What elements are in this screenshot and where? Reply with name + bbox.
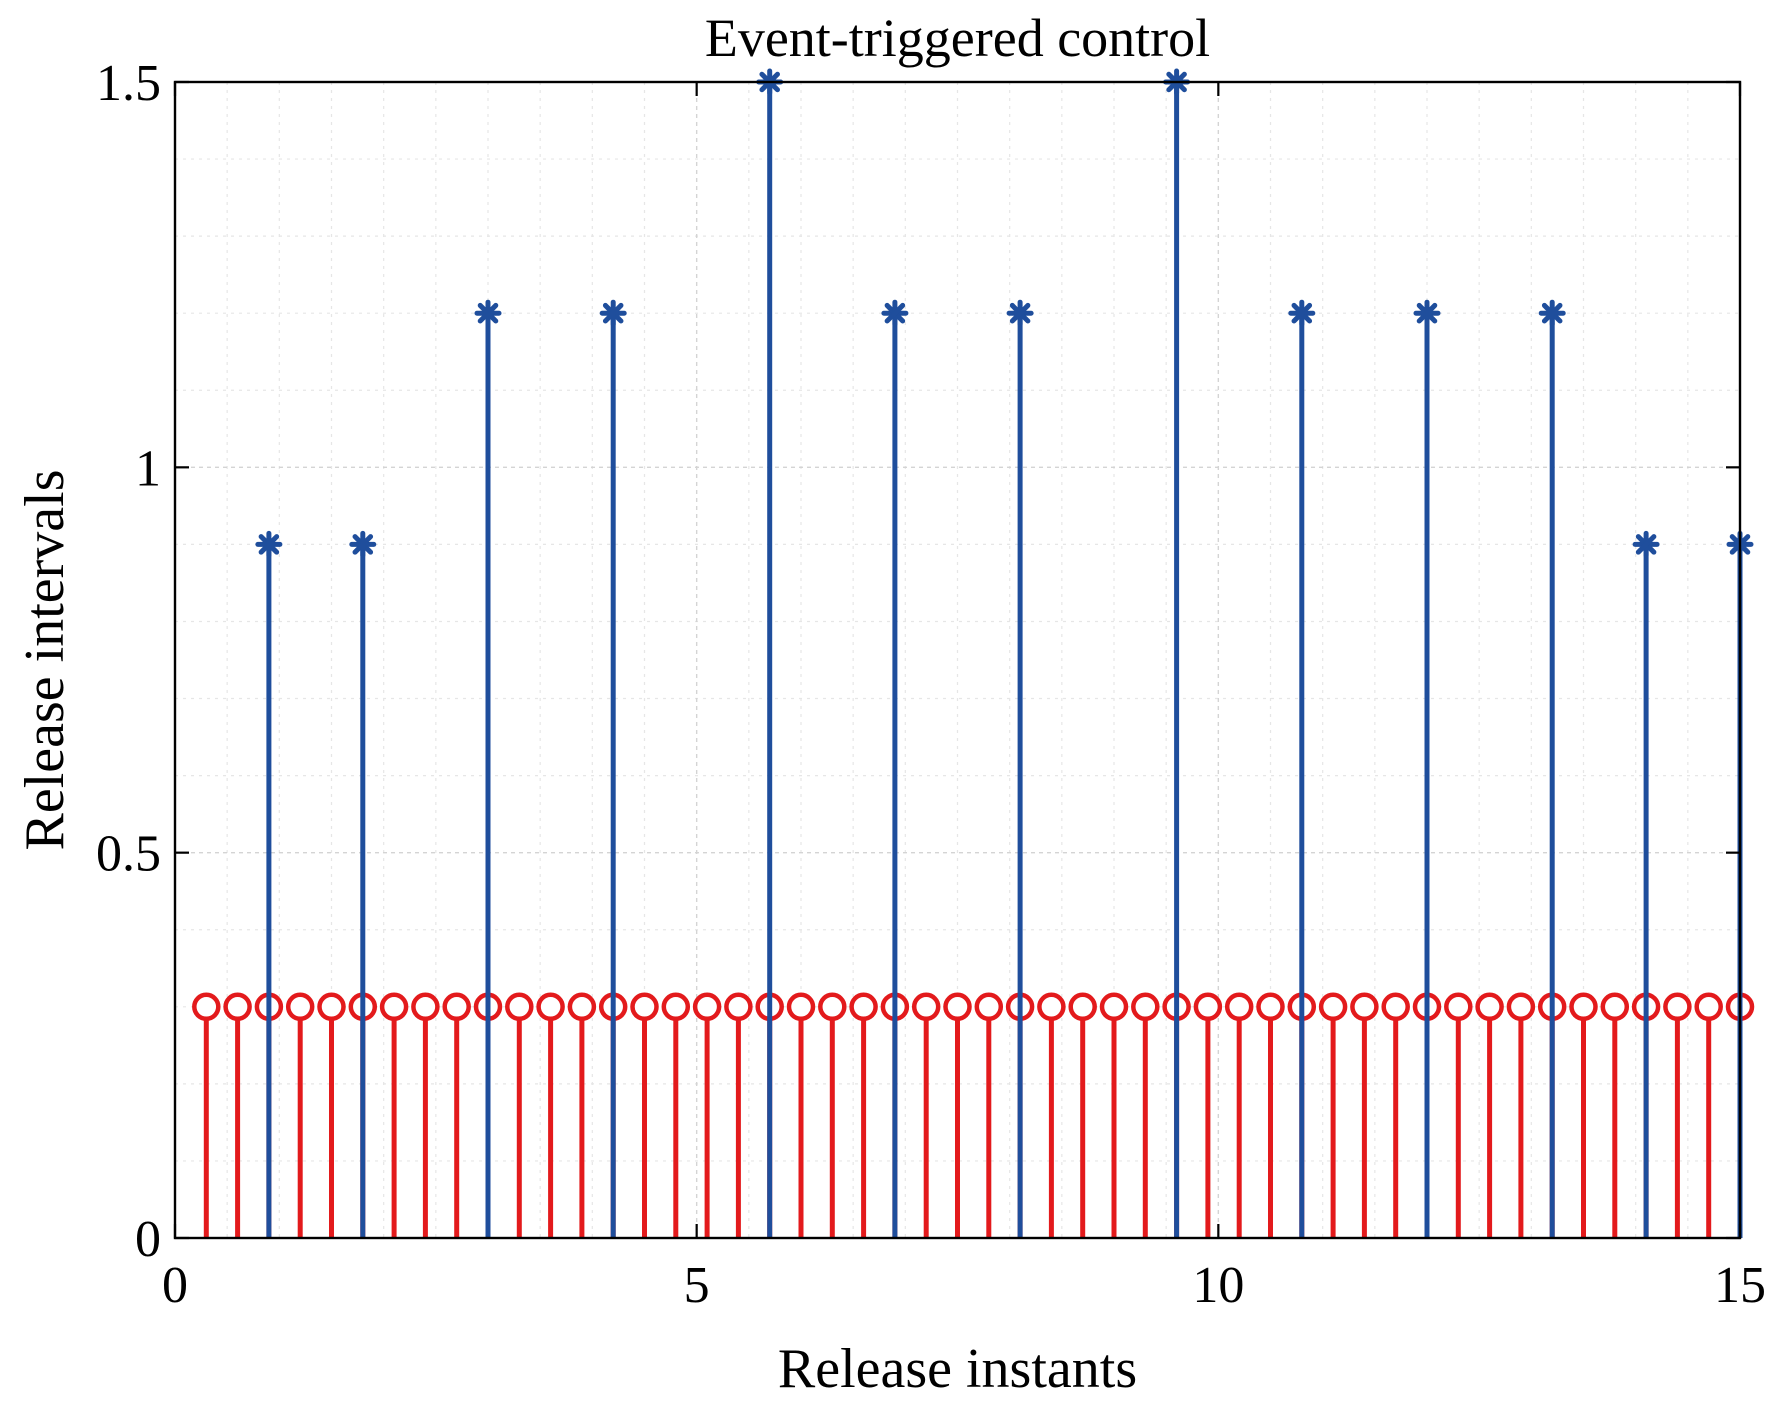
axis-ticks: 0 5 10 15 0 0.5 1 1.5	[96, 55, 1766, 1314]
stem-marker-circle	[630, 992, 659, 1022]
stem-marker-asterisk	[881, 299, 909, 327]
stem-marker-circle	[818, 992, 847, 1022]
stem-marker-circle	[661, 992, 691, 1022]
asterisk-stroke	[1291, 302, 1313, 324]
stem-marker-circle	[442, 992, 471, 1022]
stem-marker-circle	[223, 992, 252, 1022]
y-axis-title: Release intervals	[14, 470, 76, 851]
x-tick-label: 10	[1192, 1257, 1244, 1314]
asterisk-stroke	[258, 534, 280, 555]
stem-marker-circle	[536, 992, 565, 1022]
stem-marker-circle	[1569, 992, 1598, 1022]
stem-marker-circle	[1350, 992, 1379, 1022]
stem-marker-circle	[943, 992, 972, 1022]
stem-marker-asterisk	[474, 299, 502, 327]
series-circle	[192, 992, 1755, 1238]
stem-marker-asterisk	[1006, 299, 1034, 327]
stem-marker-circle	[317, 992, 346, 1022]
stem-marker-circle	[1068, 992, 1097, 1022]
grid	[175, 82, 1740, 1238]
stem-marker-circle	[724, 992, 753, 1022]
stem-marker-asterisk	[1538, 299, 1566, 327]
y-tick-label: 0.5	[96, 826, 161, 883]
asterisk-stroke	[477, 302, 499, 324]
stem-marker-circle	[411, 992, 440, 1022]
stem-marker-circle	[1256, 992, 1285, 1022]
x-tick-label: 15	[1714, 1257, 1766, 1314]
x-tick-label: 0	[162, 1257, 188, 1314]
stem-marker-circle	[567, 992, 597, 1022]
x-tick-label: 5	[684, 1257, 710, 1314]
stem-marker-circle	[1694, 992, 1723, 1022]
stem-marker-circle	[692, 992, 722, 1022]
stem-marker-circle	[192, 992, 221, 1022]
y-tick-label: 0	[135, 1211, 161, 1268]
stem-marker-circle	[1318, 992, 1348, 1022]
plot-series	[192, 68, 1755, 1238]
asterisk-stroke	[1009, 302, 1031, 324]
stem-marker-circle	[849, 992, 878, 1022]
stem-marker-circle	[1444, 992, 1473, 1022]
stem-marker-circle	[1381, 992, 1410, 1022]
stem-marker-circle	[1193, 992, 1223, 1022]
stem-marker-circle	[786, 992, 816, 1022]
stem-marker-circle	[285, 992, 315, 1022]
y-tick-label: 1	[135, 440, 161, 497]
stem-marker-circle	[505, 992, 534, 1022]
stem-marker-circle	[1224, 992, 1254, 1022]
y-tick-label: 1.5	[96, 55, 161, 112]
stem-marker-circle	[1506, 992, 1536, 1022]
stem-marker-circle	[1663, 992, 1692, 1022]
asterisk-stroke	[1635, 534, 1657, 555]
x-axis-title: Release instants	[778, 1338, 1137, 1400]
stem-marker-asterisk	[599, 299, 627, 327]
stem-marker-circle	[1475, 992, 1504, 1022]
asterisk-stroke	[1541, 302, 1563, 324]
stem-marker-circle	[974, 992, 1004, 1022]
stem-marker-circle	[1099, 992, 1129, 1022]
stem-marker-asterisk	[349, 530, 377, 558]
asterisk-stroke	[352, 534, 374, 555]
series-asterisk	[255, 68, 1754, 1238]
asterisk-stroke	[1416, 302, 1438, 324]
chart-title: Event-triggered control	[705, 8, 1210, 68]
stem-marker-asterisk	[1413, 299, 1441, 327]
axes-box	[173, 80, 1742, 1240]
stem-marker-circle	[1131, 992, 1160, 1022]
stem-marker-asterisk	[1288, 299, 1316, 327]
asterisk-stroke	[602, 302, 624, 324]
stem-marker-asterisk	[255, 530, 283, 558]
stem-marker-circle	[1037, 992, 1066, 1022]
stem-marker-circle	[1600, 992, 1630, 1022]
asterisk-stroke	[884, 302, 906, 324]
stem-marker-asterisk	[1632, 530, 1660, 558]
stem-marker-circle	[379, 992, 409, 1022]
stem-marker-circle	[911, 992, 941, 1022]
